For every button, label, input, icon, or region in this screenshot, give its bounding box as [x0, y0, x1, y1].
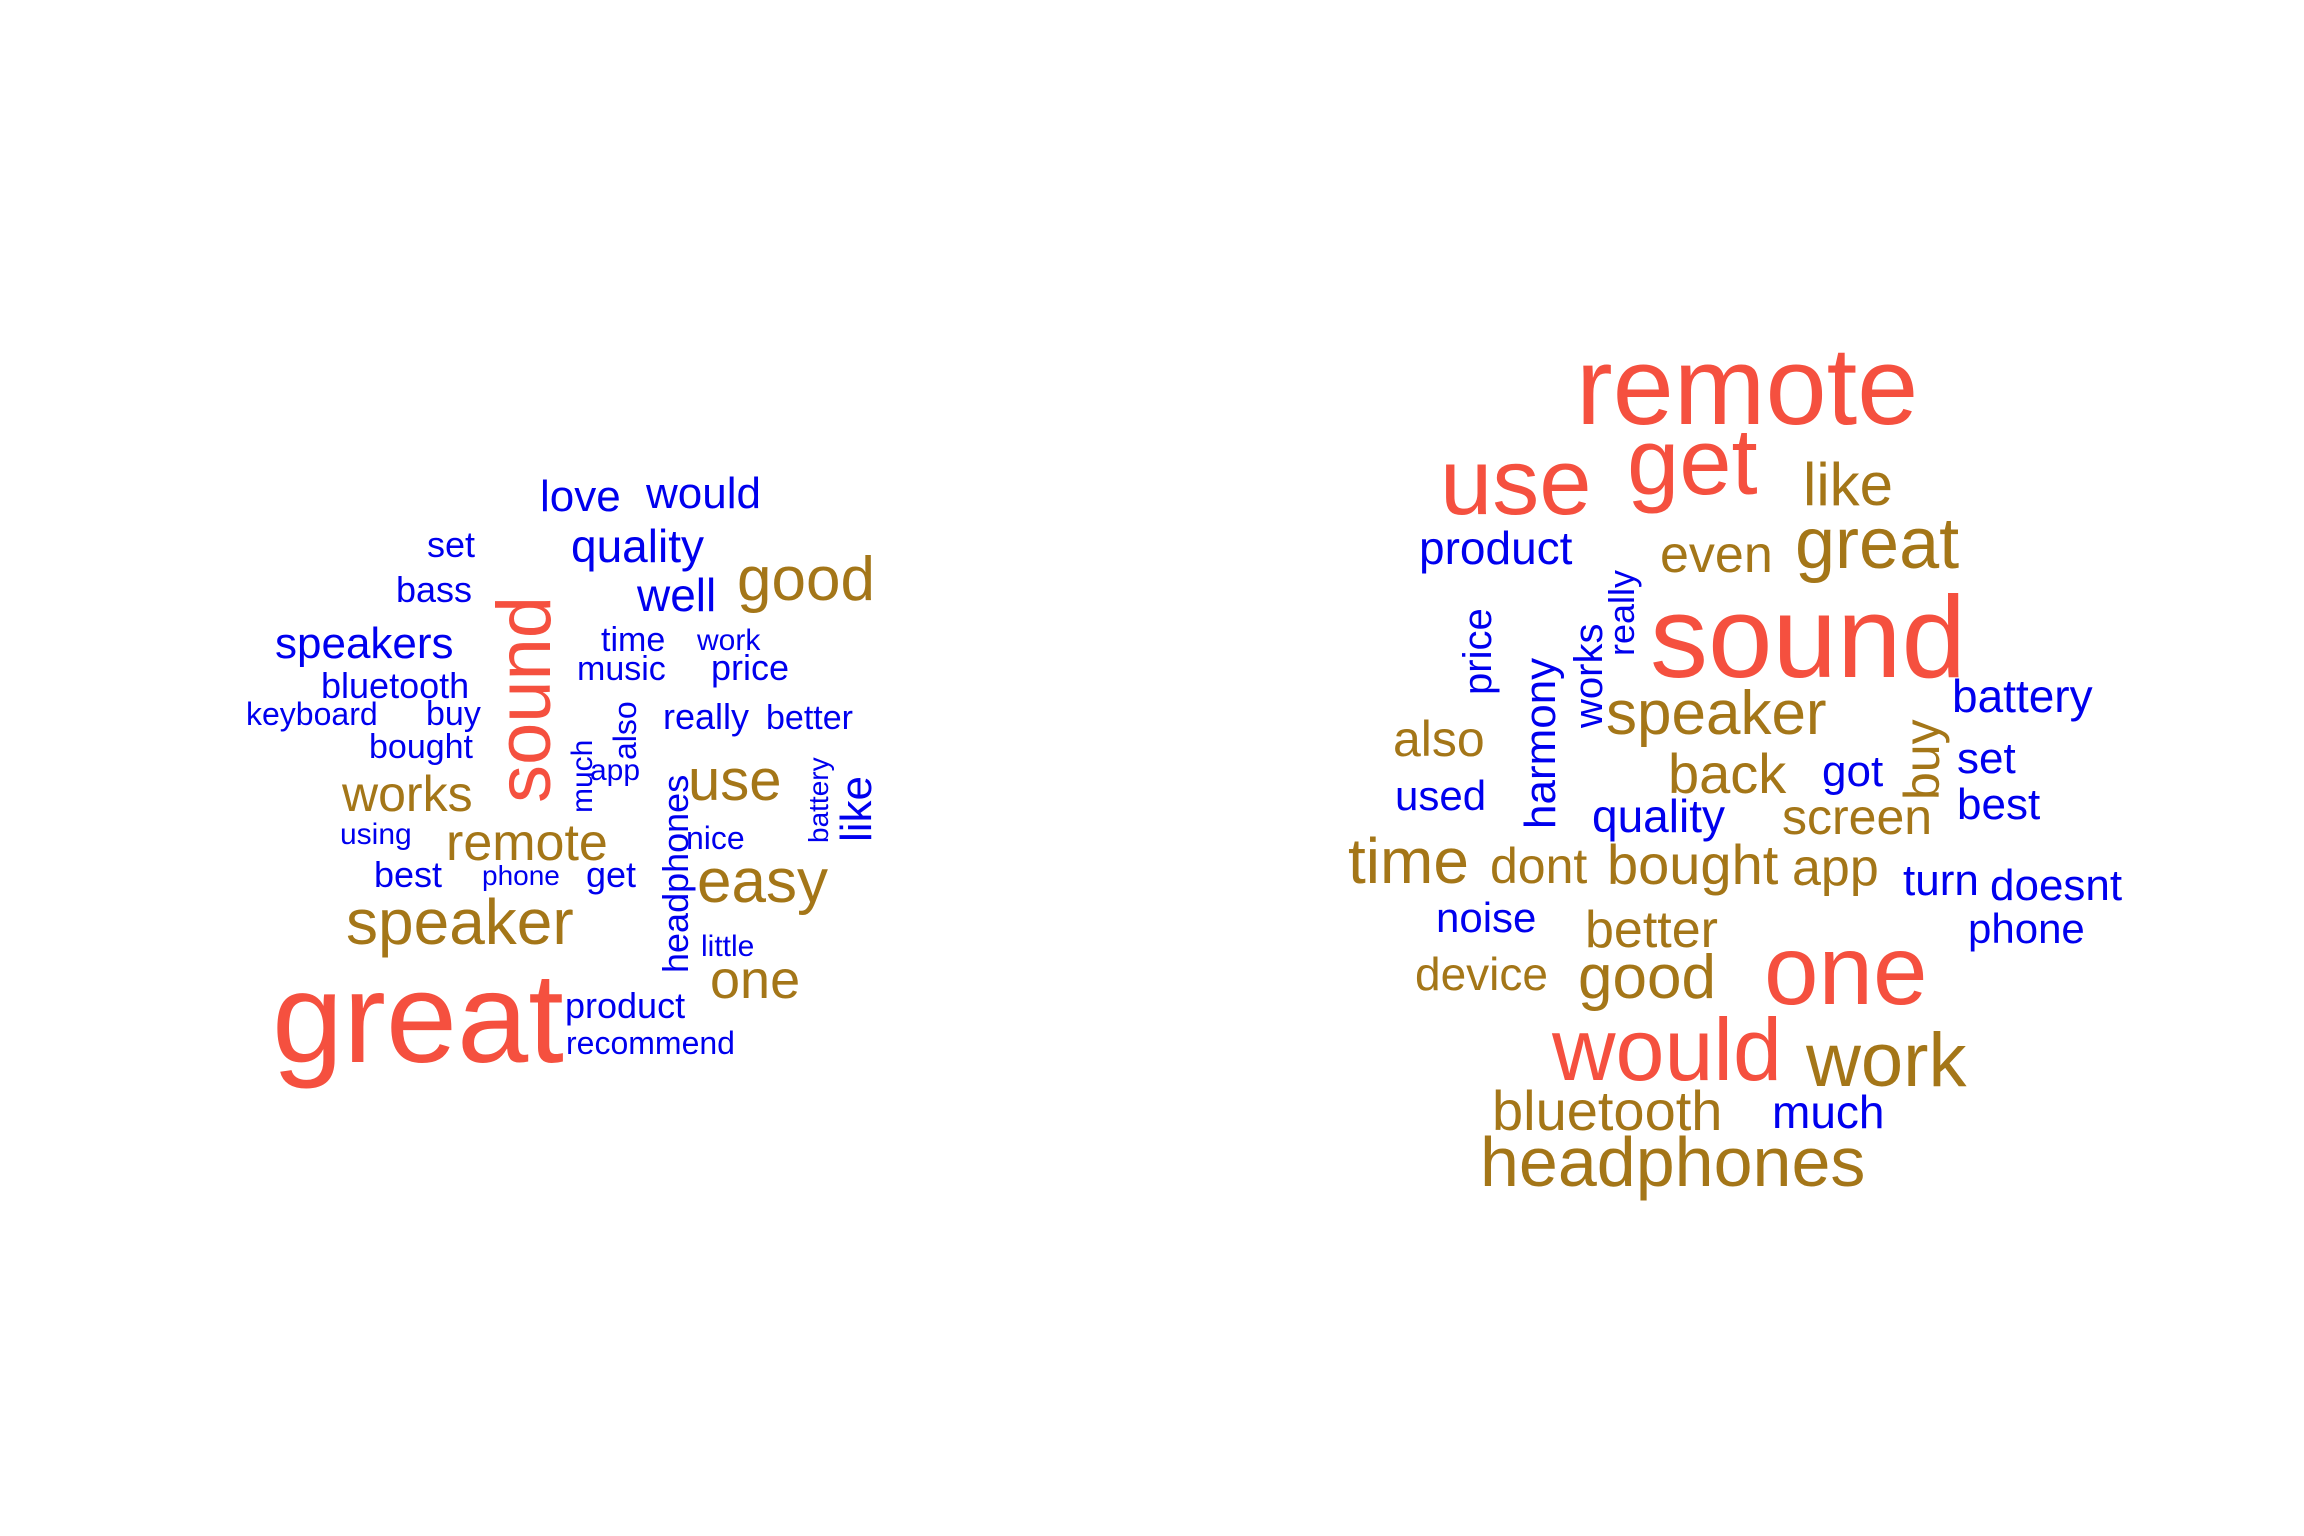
cloud-word-bought: bought: [1607, 833, 1779, 896]
cloud-word-would: would: [1551, 1000, 1782, 1099]
cloud-word-phone: phone: [482, 860, 560, 891]
cloud-word-back: back: [1668, 742, 1787, 805]
cloud-word-even: even: [1660, 526, 1773, 584]
cloud-word-bluetooth: bluetooth: [1492, 1079, 1722, 1142]
cloud-word-battery: battery: [803, 757, 834, 843]
cloud-word-doesnt: doesnt: [1990, 861, 2122, 910]
cloud-word-like: like: [1803, 451, 1893, 518]
cloud-word-device: device: [1415, 948, 1548, 1000]
cloud-word-much: much: [1772, 1086, 1884, 1138]
cloud-word-get: get: [586, 854, 636, 895]
cloud-word-easy: easy: [697, 847, 828, 916]
cloud-word-work: work: [1805, 1018, 1967, 1103]
cloud-word-works: works: [1567, 624, 1611, 729]
cloud-word-good: good: [737, 545, 875, 614]
cloud-word-speakers: speakers: [275, 619, 454, 668]
cloud-word-quality: quality: [571, 520, 704, 572]
cloud-word-app: app: [1792, 839, 1879, 897]
cloud-word-really: really: [1601, 570, 1642, 656]
cloud-word-great: great: [272, 947, 564, 1090]
cloud-word-screen: screen: [1782, 789, 1932, 845]
cloud-word-best: best: [1957, 780, 2040, 829]
cloud-word-turn: turn: [1903, 856, 1979, 905]
cloud-word-little: little: [701, 930, 754, 963]
cloud-word-bluetooth: bluetooth: [321, 665, 469, 706]
cloud-word-better: better: [766, 699, 853, 737]
cloud-word-bought: bought: [369, 728, 474, 766]
cloud-word-price: price: [711, 647, 789, 688]
cloud-word-time: time: [1348, 825, 1469, 897]
cloud-word-bass: bass: [396, 569, 472, 610]
cloud-word-use: use: [1440, 429, 1592, 534]
cloud-word-use: use: [688, 748, 782, 813]
cloud-word-buy: buy: [426, 695, 481, 733]
cloud-word-recommend: recommend: [566, 1025, 735, 1061]
cloud-word-set: set: [1957, 734, 2016, 783]
cloud-word-keyboard: keyboard: [246, 696, 378, 732]
cloud-word-remote: remote: [446, 814, 608, 872]
cloud-word-would: would: [645, 469, 761, 518]
cloud-word-best: best: [374, 854, 442, 895]
cloud-word-used: used: [1395, 772, 1486, 819]
cloud-word-remote: remote: [1576, 325, 1918, 448]
cloud-word-using: using: [340, 818, 412, 851]
cloud-word-nice: nice: [686, 820, 745, 856]
cloud-word-got: got: [1822, 747, 1883, 796]
cloud-word-really: really: [663, 696, 749, 737]
cloud-word-like: like: [832, 776, 881, 842]
cloud-word-product: product: [1419, 522, 1573, 574]
cloud-word-phone: phone: [1968, 905, 2085, 952]
cloud-word-product: product: [565, 985, 685, 1026]
cloud-word-one: one: [1764, 915, 1928, 1025]
word-cloud-left: greatsoundspeakergoodeasyuseoneremotewor…: [246, 469, 881, 1090]
cloud-word-time: time: [601, 621, 665, 659]
cloud-word-works: works: [341, 766, 473, 822]
cloud-word-well: well: [636, 569, 716, 621]
cloud-word-battery: battery: [1952, 670, 2093, 722]
cloud-word-headphones: headphones: [1480, 1123, 1865, 1201]
cloud-word-buy: buy: [1894, 719, 1950, 800]
cloud-word-dont: dont: [1490, 838, 1587, 894]
cloud-word-sound: sound: [482, 596, 567, 803]
cloud-word-app: app: [590, 754, 640, 787]
cloud-word-speaker: speaker: [1606, 679, 1827, 748]
cloud-word-great: great: [1795, 504, 1959, 584]
cloud-word-sound: sound: [1650, 572, 1966, 702]
cloud-word-speaker: speaker: [346, 886, 574, 958]
cloud-word-better: better: [1585, 901, 1718, 959]
cloud-word-also: also: [607, 701, 643, 760]
cloud-word-good: good: [1578, 943, 1716, 1012]
cloud-word-harmony: harmony: [1516, 658, 1565, 829]
cloud-word-price: price: [1456, 608, 1500, 695]
cloud-word-noise: noise: [1436, 894, 1536, 941]
cloud-word-one: one: [710, 950, 800, 1010]
cloud-word-set: set: [427, 524, 475, 565]
cloud-word-headphones: headphones: [655, 775, 696, 973]
cloud-word-love: love: [540, 472, 621, 521]
cloud-word-work: work: [696, 624, 761, 657]
cloud-word-much: much: [566, 740, 599, 813]
cloud-word-music: music: [577, 650, 666, 688]
cloud-word-also: also: [1393, 711, 1485, 767]
cloud-word-get: get: [1627, 409, 1758, 514]
cloud-word-quality: quality: [1592, 790, 1725, 842]
